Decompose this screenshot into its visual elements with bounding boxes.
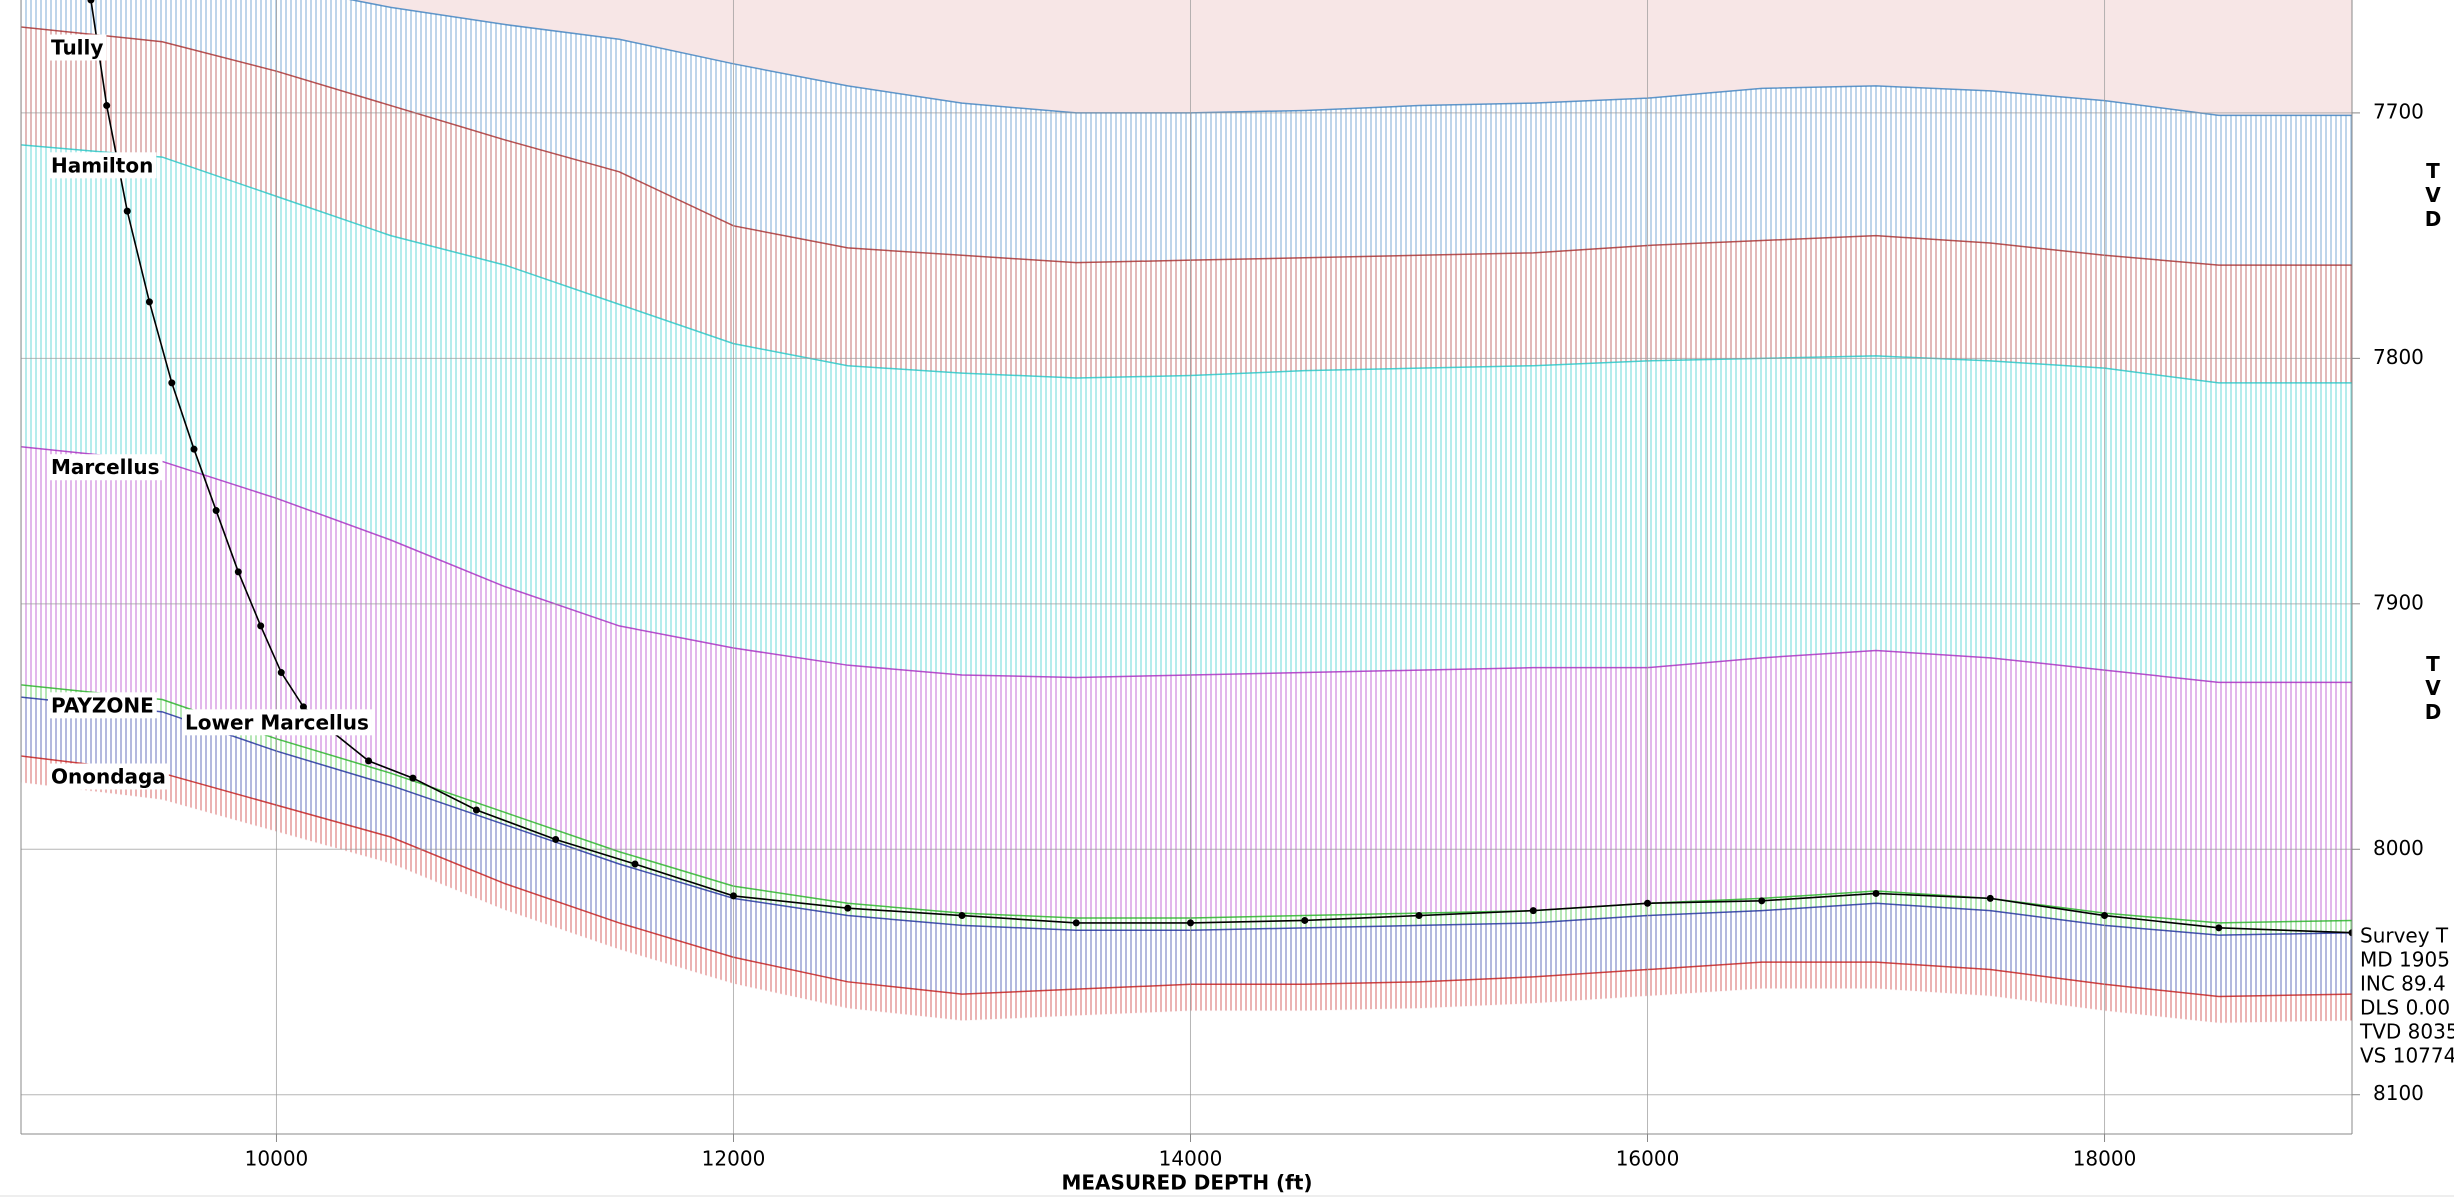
- x-axis-label: MEASURED DEPTH (ft): [1061, 1171, 1312, 1195]
- formation-layer: [21, 783, 2352, 1134]
- survey-text: MD 1905: [2360, 948, 2450, 972]
- survey-point: [1186, 919, 1194, 927]
- survey-point: [1072, 919, 1080, 927]
- survey-point: [123, 207, 131, 215]
- survey-point: [472, 806, 480, 814]
- formation-layer: [21, 756, 2352, 1024]
- survey-point: [844, 904, 852, 912]
- label-bg: [48, 454, 163, 481]
- y-tick-label: 8000: [2373, 836, 2424, 860]
- formation-layer: [21, 0, 2352, 266]
- survey-point: [1301, 916, 1309, 924]
- survey-point: [168, 379, 176, 387]
- survey-point: [234, 568, 242, 576]
- survey-point: [1644, 899, 1652, 907]
- survey-point: [1529, 907, 1537, 915]
- survey-text: INC 89.4: [2360, 972, 2446, 996]
- survey-point: [257, 622, 265, 630]
- survey-point: [958, 912, 966, 920]
- survey-point: [552, 835, 560, 843]
- survey-point: [2348, 929, 2352, 937]
- survey-point: [729, 892, 737, 900]
- survey-point: [1758, 897, 1766, 905]
- y-tick-label: 7800: [2373, 345, 2424, 369]
- survey-point: [299, 703, 307, 711]
- formation-layer: [21, 446, 2352, 923]
- survey-text: VS 10774: [2360, 1044, 2454, 1068]
- survey-point: [87, 0, 95, 4]
- x-tick-label: 10000: [245, 1147, 309, 1171]
- survey-text: DLS 0.00: [2360, 996, 2450, 1020]
- label-bg: [48, 152, 157, 179]
- formation-layer: [21, 684, 2352, 936]
- survey-point: [1415, 912, 1423, 920]
- formation-label: Marcellus: [51, 455, 160, 479]
- well-path: [90, 0, 2352, 934]
- formation-layer: [21, 27, 2352, 383]
- survey-text: TVD 8035: [2359, 1020, 2454, 1044]
- x-tick-label: 18000: [2073, 1147, 2137, 1171]
- survey-point: [277, 669, 285, 677]
- survey-point: [409, 774, 417, 782]
- survey-point: [2215, 924, 2223, 932]
- labels: Tully Hamilton Marcellus PAYZONE Lower Marce…: [48, 34, 372, 790]
- formation-layer: [21, 697, 2352, 997]
- formation-label: Onondaga: [51, 765, 166, 789]
- formation-layer: [21, 144, 2352, 683]
- formation-label: Tully: [51, 36, 103, 60]
- survey-point: [190, 445, 198, 453]
- survey-point: [1872, 889, 1880, 897]
- survey-bg: [2354, 922, 2454, 1072]
- formation-label: PAYZONE: [51, 693, 154, 717]
- survey-point: [365, 757, 373, 765]
- label-bg: [48, 34, 107, 61]
- label-bg: [48, 763, 169, 790]
- survey-point: [631, 860, 639, 868]
- survey-point: [212, 507, 220, 515]
- formation-label: Lower Marcellus: [185, 710, 369, 734]
- label-bg: [48, 692, 157, 719]
- survey-point: [145, 298, 153, 306]
- survey-point: [1986, 894, 1994, 902]
- y-tick-label: 7900: [2373, 590, 2424, 614]
- survey-text: Survey T: [2360, 924, 2449, 948]
- well-path-group: [87, 0, 2352, 937]
- y-tick-label: 8100: [2373, 1081, 2424, 1105]
- survey-point: [103, 102, 111, 110]
- formation-label: Hamilton: [51, 153, 153, 177]
- x-tick-label: 14000: [1159, 1147, 1223, 1171]
- survey-point: [2101, 912, 2109, 920]
- layers: [21, 0, 2352, 1134]
- y-tick-label: 7700: [2373, 99, 2424, 123]
- grid: [21, 0, 2360, 1142]
- x-tick-label: 16000: [1616, 1147, 1680, 1171]
- label-bg: [182, 709, 372, 736]
- x-tick-label: 12000: [702, 1147, 766, 1171]
